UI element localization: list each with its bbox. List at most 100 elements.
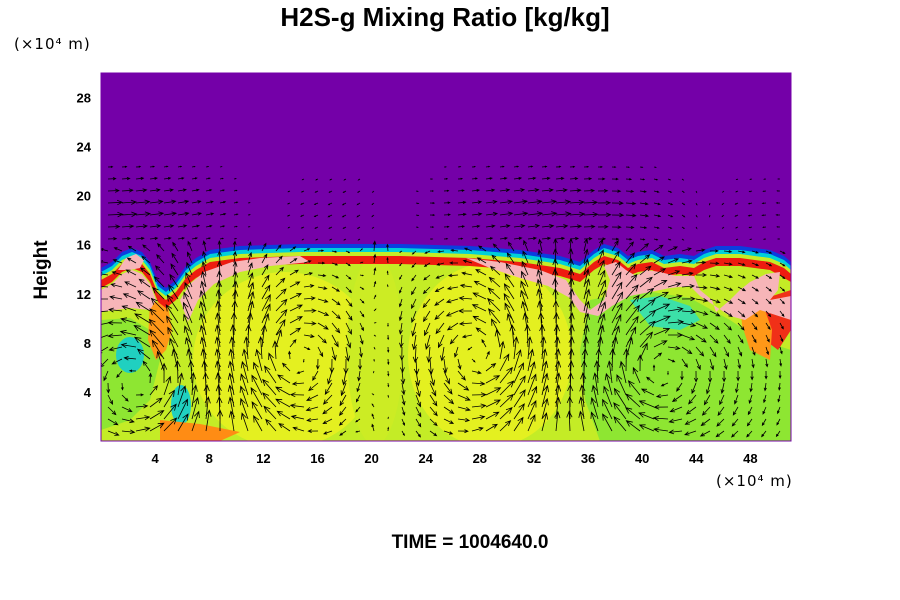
vector-arrow — [191, 224, 201, 228]
vector-arrow — [611, 177, 619, 181]
vector-arrow — [602, 413, 613, 432]
vector-arrow — [435, 322, 445, 335]
time-label: TIME = 1004640.0 — [391, 532, 549, 553]
vector-arrow — [581, 360, 588, 384]
vector-arrow — [305, 406, 319, 412]
vector-arrow — [191, 212, 203, 216]
vector-arrow — [457, 417, 471, 423]
vector-arrow — [232, 250, 237, 264]
vector-arrow — [611, 189, 622, 193]
vector-arrow — [471, 403, 487, 409]
vector-arrow — [499, 366, 513, 384]
vector-arrow — [555, 176, 565, 181]
vector-arrow — [289, 392, 305, 398]
vector-arrow — [639, 214, 650, 218]
vector-arrow — [457, 189, 465, 192]
vector-arrow — [300, 214, 305, 217]
vector-arrow — [331, 310, 341, 320]
vector-arrow — [183, 291, 193, 312]
vector-arrow — [681, 202, 686, 206]
vector-arrow — [471, 381, 486, 386]
vector-arrow — [412, 346, 419, 364]
vector-arrow — [541, 165, 548, 168]
vector-arrow — [457, 237, 464, 240]
vector-arrow — [149, 176, 158, 180]
vector-arrow — [541, 384, 549, 408]
vector-arrow — [668, 429, 683, 435]
vector-arrow — [149, 224, 162, 229]
vector-arrow — [443, 382, 453, 395]
vector-arrow — [735, 178, 739, 180]
vector-arrow — [597, 301, 607, 324]
vector-arrow — [747, 214, 753, 217]
vector-arrow — [765, 358, 769, 368]
vector-arrow — [748, 190, 753, 193]
vector-arrow — [737, 298, 746, 305]
vector-arrow — [568, 348, 575, 372]
vector-arrow — [216, 270, 223, 288]
vector-arrow — [625, 225, 635, 229]
vector-arrow — [730, 430, 739, 438]
vector-arrow — [191, 237, 199, 240]
vector-arrow — [121, 224, 135, 229]
vector-arrow — [541, 236, 552, 241]
vector-arrow — [639, 299, 656, 312]
vector-arrow — [202, 250, 207, 264]
vector-arrow — [303, 321, 317, 326]
vector-arrow — [709, 286, 721, 291]
vector-arrow — [449, 334, 459, 345]
vector-arrow — [499, 199, 513, 205]
x-tick-label: 4 — [152, 451, 160, 466]
vector-arrow — [597, 259, 605, 276]
vector-arrow — [359, 261, 364, 264]
vector-arrow — [625, 241, 635, 252]
vector-arrow — [568, 312, 575, 336]
vector-arrow — [289, 281, 301, 288]
vector-arrow — [625, 273, 638, 288]
vector-arrow — [443, 225, 450, 228]
vector-arrow — [219, 225, 226, 228]
vector-arrow — [371, 226, 375, 229]
vector-arrow — [429, 394, 438, 407]
vector-arrow — [723, 298, 734, 304]
vector-arrow — [239, 397, 249, 420]
vector-arrow — [513, 188, 526, 193]
vector-arrow — [521, 300, 529, 324]
vector-arrow — [323, 430, 333, 435]
vector-arrow — [373, 358, 375, 362]
vector-arrow — [765, 322, 771, 330]
vector-arrow — [583, 237, 593, 241]
vector-arrow — [695, 346, 705, 357]
vector-arrow — [652, 415, 669, 421]
vector-arrow — [120, 382, 124, 391]
vector-arrow — [763, 178, 767, 180]
vector-arrow — [737, 346, 743, 357]
vector-arrow — [296, 370, 305, 374]
vector-arrow — [201, 260, 207, 276]
vector-arrow — [205, 177, 211, 180]
vector-arrow — [401, 430, 405, 437]
vector-arrow — [709, 310, 721, 317]
vector-arrow — [653, 340, 668, 348]
vector-arrow — [639, 265, 652, 276]
vector-arrow — [597, 200, 612, 206]
vector-arrow — [731, 418, 739, 427]
pink-band-center — [180, 256, 310, 322]
vector-arrow — [434, 298, 445, 306]
vector-arrow — [445, 310, 459, 317]
vector-arrow — [135, 301, 151, 312]
vector-arrow — [111, 271, 123, 276]
vector-arrow — [471, 177, 478, 180]
vector-arrow — [247, 290, 255, 312]
vector-arrow — [568, 237, 573, 252]
vector-arrow — [709, 358, 715, 371]
vector-arrow — [306, 394, 319, 401]
vector-arrow — [487, 308, 501, 324]
vector-arrow — [355, 406, 361, 413]
vector-arrow — [723, 250, 733, 254]
vector-arrow — [386, 256, 389, 264]
vector-arrow — [583, 177, 593, 181]
vector-arrow — [157, 242, 165, 252]
vector-arrow — [583, 288, 591, 312]
vector-arrow — [442, 358, 448, 374]
